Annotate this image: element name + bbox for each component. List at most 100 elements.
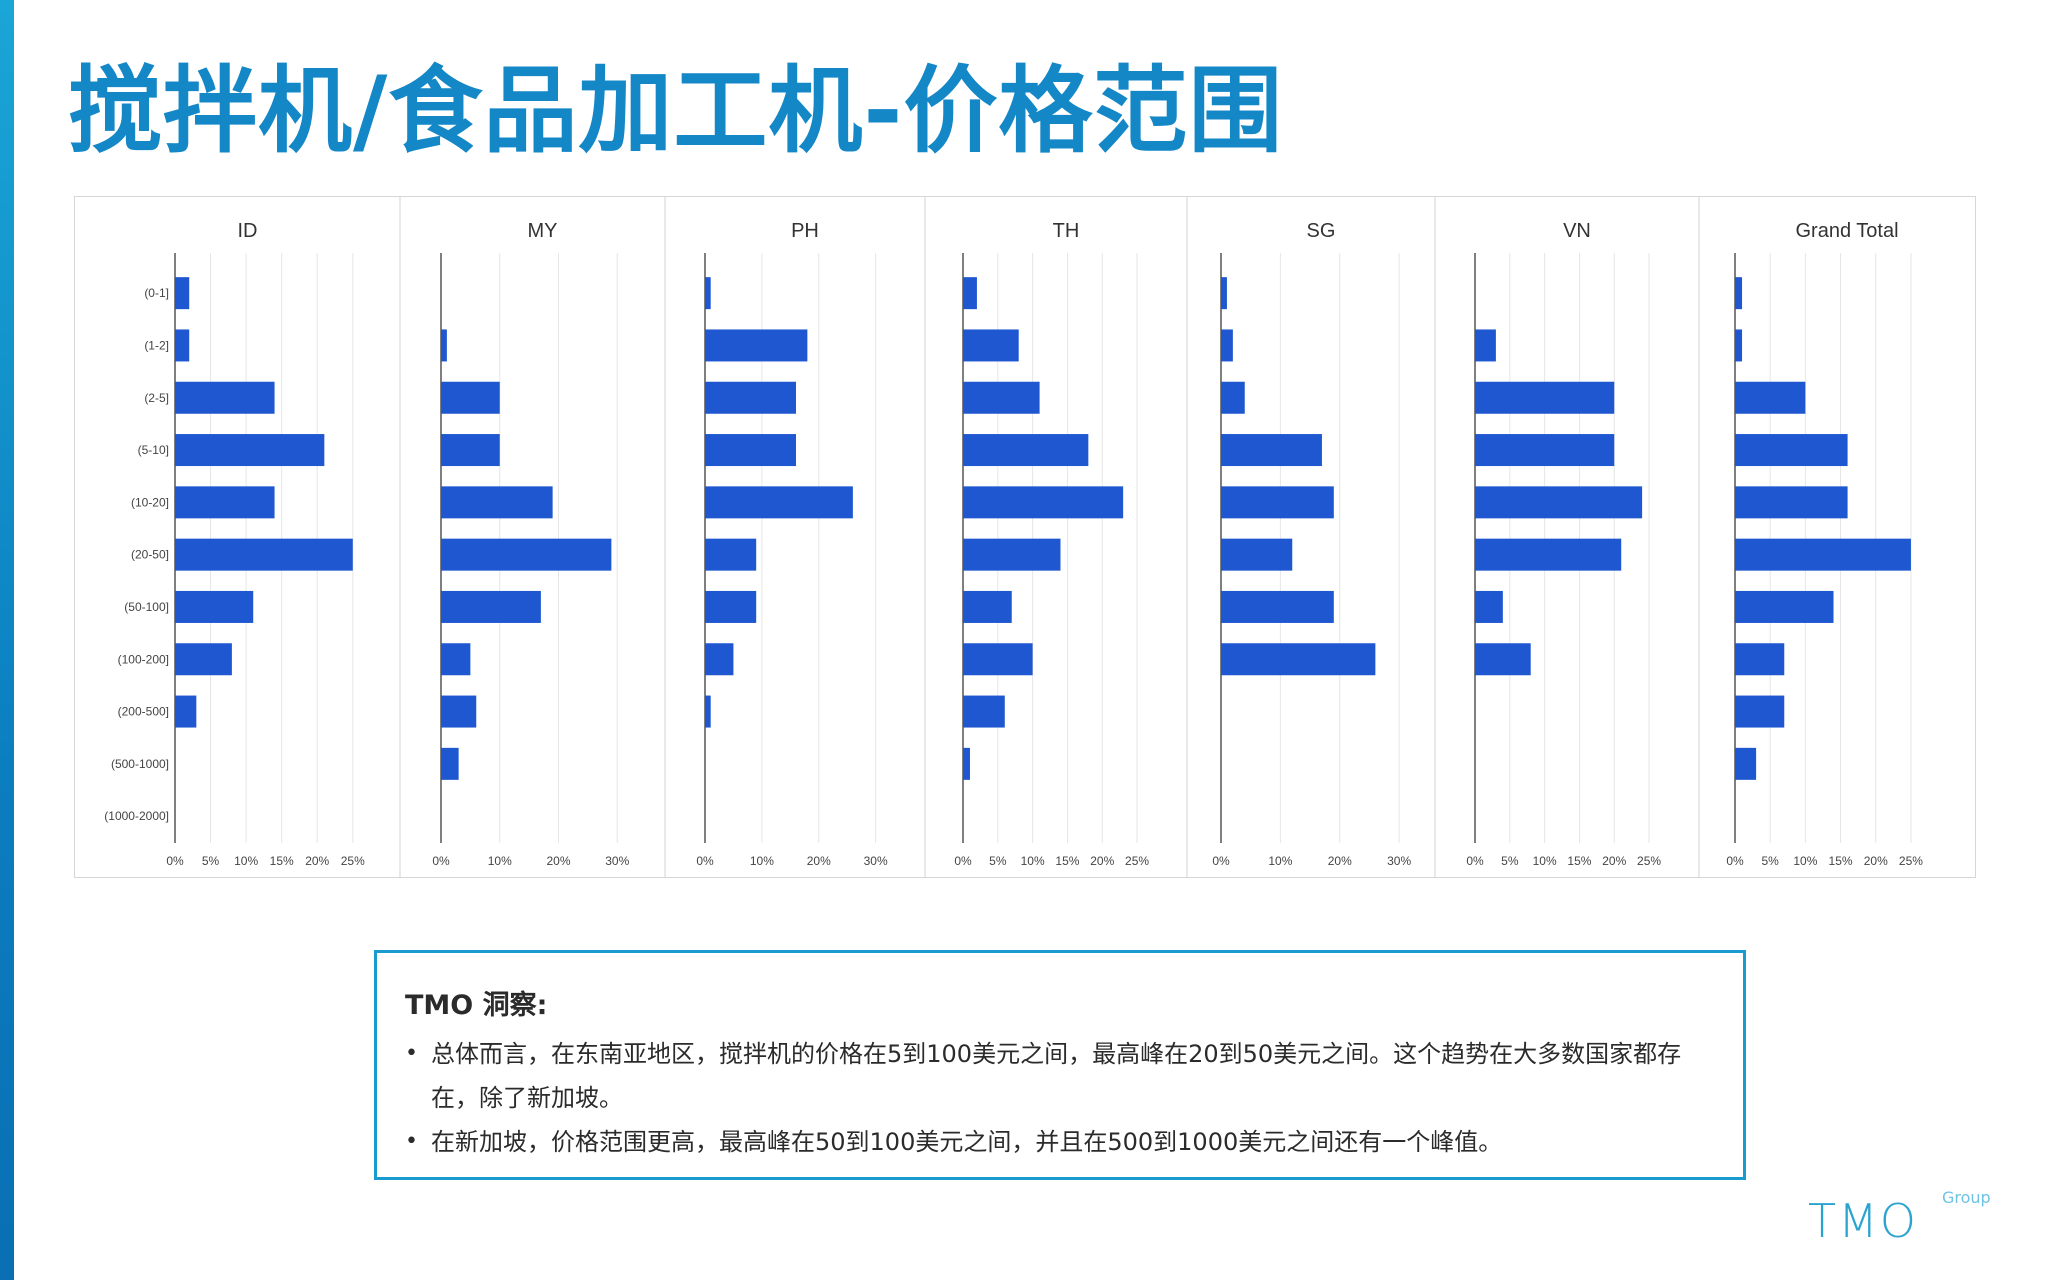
category-label: (20-50]: [131, 548, 169, 562]
bar-vn: [1475, 538, 1622, 571]
bar-sg: [1221, 381, 1245, 414]
category-label: (500-1000]: [111, 757, 169, 771]
bar-id: [175, 695, 197, 728]
x-tick-label: 0%: [166, 854, 184, 868]
bar-id: [175, 277, 190, 310]
x-tick-label: 0%: [696, 854, 714, 868]
insight-text: 在新加坡，价格范围更高，最高峰在50到100美元之间，并且在500到1000美元…: [431, 1128, 1503, 1156]
bar-id: [175, 329, 190, 362]
accent-bar: [0, 0, 14, 1280]
category-label: (0-1]: [144, 286, 169, 300]
bar-ph: [705, 643, 734, 676]
logo-text: TMO: [1808, 1194, 1918, 1248]
price-range-charts: ID 0% 5% 10% 15% 20% 25% MY 0% 10% 20% 30% PH 0% 10% 20…: [104, 197, 1923, 877]
bar-my: [441, 434, 500, 467]
insight-text: 总体而言，在东南亚地区，搅拌机的价格在5到100美元之间，最高峰在20到50美元…: [431, 1040, 1682, 1112]
insight-item: • 在新加坡，价格范围更高，最高峰在50到100美元之间，并且在500到1000…: [405, 1120, 1715, 1164]
bar-my: [441, 538, 612, 571]
bar-ph: [705, 434, 796, 467]
bullet-icon: •: [405, 1129, 418, 1154]
x-tick-label: 25%: [1899, 854, 1923, 868]
x-tick-label: 0%: [1726, 854, 1744, 868]
category-label: (50-100]: [124, 600, 169, 614]
x-tick-label: 10%: [1021, 854, 1045, 868]
x-tick-label: 20%: [1328, 854, 1352, 868]
bar-sg: [1221, 434, 1322, 467]
bar-th: [963, 747, 970, 780]
panel-title: VN: [1563, 220, 1591, 242]
bar-th: [963, 329, 1019, 362]
category-label: (1-2]: [144, 338, 169, 352]
x-tick-label: 20%: [305, 854, 329, 868]
bar-vn: [1475, 486, 1643, 519]
x-tick-label: 5%: [202, 854, 220, 868]
category-label: (1000-2000]: [104, 809, 169, 823]
bar-ph: [705, 590, 757, 623]
bar-ph: [705, 695, 711, 728]
x-tick-label: 5%: [1762, 854, 1780, 868]
x-tick-label: 10%: [1793, 854, 1817, 868]
panel-title: SG: [1307, 220, 1336, 242]
bar-id: [175, 486, 275, 519]
bar-vn: [1475, 329, 1496, 362]
chart-frame: ID 0% 5% 10% 15% 20% 25% MY 0% 10% 20% 30% PH 0% 10% 20…: [74, 196, 1976, 878]
category-label: (10-20]: [131, 495, 169, 509]
logo-subtext: Group: [1942, 1188, 1991, 1207]
x-tick-label: 25%: [1125, 854, 1149, 868]
category-label: (100-200]: [118, 652, 169, 666]
panel-title: ID: [238, 220, 258, 242]
bar-vn: [1475, 643, 1531, 676]
x-tick-label: 30%: [605, 854, 629, 868]
category-label: (2-5]: [144, 391, 169, 405]
x-tick-label: 10%: [488, 854, 512, 868]
x-tick-label: 0%: [1466, 854, 1484, 868]
insight-list: • 总体而言，在东南亚地区，搅拌机的价格在5到100美元之间，最高峰在20到50…: [405, 1032, 1715, 1164]
x-tick-label: 10%: [1533, 854, 1557, 868]
tmo-group-logo: TMO Group: [1808, 1188, 2008, 1248]
bar-grand-total: [1735, 643, 1785, 676]
insight-box: TMO 洞察: • 总体而言，在东南亚地区，搅拌机的价格在5到100美元之间，最…: [374, 950, 1746, 1180]
bar-vn: [1475, 590, 1503, 623]
bar-grand-total: [1735, 486, 1848, 519]
x-tick-label: 20%: [1602, 854, 1626, 868]
panel-title: MY: [528, 220, 558, 242]
x-tick-label: 15%: [1055, 854, 1079, 868]
x-tick-label: 30%: [864, 854, 888, 868]
bar-my: [441, 747, 459, 780]
x-tick-label: 10%: [750, 854, 774, 868]
bar-grand-total: [1735, 695, 1785, 728]
bar-id: [175, 434, 325, 467]
bar-ph: [705, 381, 796, 414]
bar-sg: [1221, 486, 1334, 519]
insight-item: • 总体而言，在东南亚地区，搅拌机的价格在5到100美元之间，最高峰在20到50…: [405, 1032, 1715, 1120]
bar-grand-total: [1735, 434, 1848, 467]
page-title: 搅拌机/食品加工机-价格范围: [68, 57, 1284, 166]
x-tick-label: 25%: [1637, 854, 1661, 868]
bar-id: [175, 590, 254, 623]
bar-sg: [1221, 329, 1233, 362]
x-tick-label: 0%: [432, 854, 450, 868]
bar-sg: [1221, 643, 1376, 676]
bar-grand-total: [1735, 538, 1911, 571]
x-tick-label: 15%: [270, 854, 294, 868]
bar-grand-total: [1735, 329, 1743, 362]
bar-my: [441, 695, 477, 728]
bar-vn: [1475, 381, 1615, 414]
x-tick-label: 0%: [954, 854, 972, 868]
bar-sg: [1221, 590, 1334, 623]
bar-my: [441, 590, 541, 623]
bar-vn: [1475, 434, 1615, 467]
bar-sg: [1221, 277, 1227, 310]
bar-id: [175, 538, 353, 571]
x-tick-label: 0%: [1212, 854, 1230, 868]
bar-grand-total: [1735, 277, 1743, 310]
bar-my: [441, 486, 553, 519]
bar-th: [963, 695, 1005, 728]
x-tick-label: 5%: [989, 854, 1007, 868]
category-label: (5-10]: [138, 443, 169, 457]
panel-title: PH: [791, 220, 819, 242]
bullet-icon: •: [405, 1041, 418, 1066]
x-tick-label: 10%: [1268, 854, 1292, 868]
bar-th: [963, 590, 1012, 623]
bar-ph: [705, 329, 808, 362]
